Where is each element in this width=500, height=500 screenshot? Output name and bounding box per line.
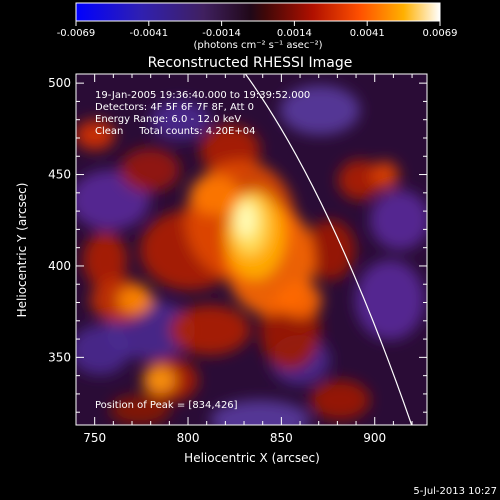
emission-blob: [150, 100, 210, 140]
emission-blob: [338, 160, 382, 200]
emission-blob: [310, 380, 370, 420]
x-axis-label: Heliocentric X (arcsec): [184, 451, 320, 465]
emission-blob: [144, 366, 176, 394]
colorbar: -0.0069 -0.0041 -0.0014 0.0014 0.0041 0.0069 …: [57, 2, 458, 51]
y-tick-label: 450: [48, 168, 71, 182]
info-clean-counts: Clean Total counts: 4.20E+04: [95, 126, 255, 137]
colorbar-tick-label: -0.0014: [202, 28, 241, 39]
info-detectors: Detectors: 4F 5F 6F 7F 8F, Att 0: [95, 102, 254, 113]
y-tick-label: 400: [48, 259, 71, 273]
plot-frame: [75, 73, 428, 426]
emission-blob: [120, 148, 180, 192]
info-time-range: 19-Jan-2005 19:36:40.000 to 19:39:52.000: [95, 90, 310, 101]
x-axis: 750 800 850 900: [83, 74, 413, 445]
emission-blob: [236, 202, 256, 238]
emission-blob: [117, 286, 153, 314]
x-tick-label: 850: [270, 431, 293, 445]
colorbar-tick-label: 0.0069: [423, 28, 458, 39]
observation-info: 19-Jan-2005 19:36:40.000 to 19:39:52.000…: [95, 90, 310, 411]
x-tick-label: 900: [363, 431, 386, 445]
emission-blob: [83, 232, 127, 288]
emission-blob: [110, 395, 170, 425]
emission-blob: [76, 120, 115, 150]
colorbar-tick-label: -0.0041: [129, 28, 168, 39]
y-axis: 350 400 450 500: [48, 76, 427, 413]
emission-blob: [76, 325, 130, 375]
emission-blob: [370, 190, 427, 250]
info-energy-range: Energy Range: 6.0 - 12.0 keV: [95, 114, 241, 125]
colorbar-tick-label: 0.0041: [350, 28, 385, 39]
plot-title: Reconstructed RHESSI Image: [148, 55, 353, 71]
emission-blob: [170, 305, 250, 355]
x-tick-label: 800: [177, 431, 200, 445]
y-axis-label: Heliocentric Y (arcsec): [15, 183, 29, 318]
peak-position-text: Position of Peak = [834,426]: [95, 400, 238, 411]
emission-blob: [190, 175, 240, 215]
emission-blob: [305, 220, 355, 280]
y-tick-label: 350: [48, 350, 71, 364]
x-tick-label: 750: [83, 431, 106, 445]
footer-date: 5-Jul-2013 10:27: [413, 486, 497, 497]
colorbar-tick-label: 0.0014: [277, 28, 312, 39]
colorbar-ticks: -0.0069 -0.0041 -0.0014 0.0014 0.0041 0.0069: [57, 21, 458, 39]
emission-blob: [355, 260, 425, 340]
emission-blob: [371, 161, 399, 189]
colorbar-units-label: (photons cm⁻² s⁻¹ asec⁻²): [193, 40, 322, 51]
colorbar-tick-label: -0.0069: [57, 28, 96, 39]
emission-blob: [278, 282, 322, 318]
emission-blob: [210, 400, 310, 425]
y-tick-label: 500: [48, 76, 71, 90]
rhessi-image: [76, 74, 427, 425]
colorbar-gradient: [75, 2, 441, 22]
solar-limb-line: [244, 74, 413, 425]
emission-blob: [280, 85, 360, 135]
